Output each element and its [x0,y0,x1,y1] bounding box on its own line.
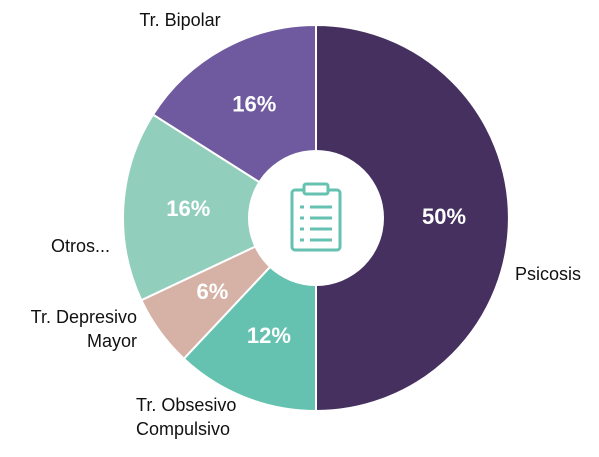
category-label: Psicosis [515,264,582,284]
value-label: 16% [232,92,276,117]
category-label: Tr. Bipolar [139,10,221,30]
clipboard-icon [290,182,342,252]
value-label: 6% [197,279,229,304]
pie-slice [315,23,510,413]
value-label: 16% [166,196,210,221]
category-label: Tr. Obsesivo Compulsivo [136,395,237,439]
category-label: Otros... [50,236,110,256]
category-label: Tr. Depresivo Mayor [30,307,137,351]
pie-slice [122,113,319,302]
value-label: 50% [422,204,466,229]
value-label: 12% [247,323,291,348]
